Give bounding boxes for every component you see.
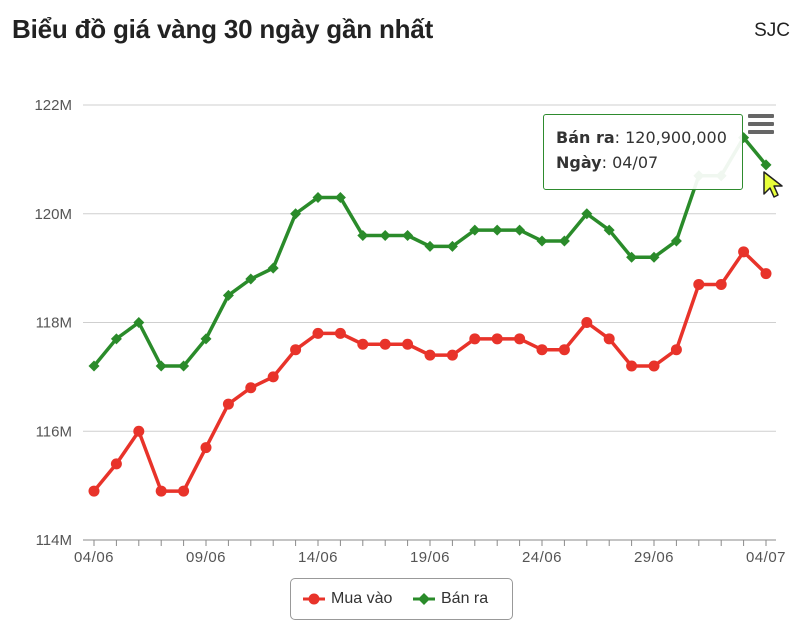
tooltip-value-row: Bán ra: 120,900,000: [556, 128, 727, 147]
legend-label-ban-ra: Bán ra: [441, 590, 489, 607]
data-point: [536, 344, 548, 356]
legend-label-mua-vao: Mua vào: [331, 590, 393, 607]
data-point: [581, 317, 593, 328]
data-point: [222, 398, 234, 410]
tooltip-value: 120,900,000: [625, 128, 727, 147]
data-point: [491, 333, 503, 345]
legend-circle-marker-icon: [303, 593, 325, 605]
data-point: [133, 317, 145, 328]
tooltip-date-row: Ngày: 04/07: [556, 153, 659, 172]
data-point: [760, 268, 772, 280]
data-point: [738, 246, 750, 258]
data-point: [334, 327, 346, 339]
data-point: [626, 360, 638, 372]
data-point: [178, 485, 190, 497]
data-tooltip: Bán ra: 120,900,000 Ngày: 04/07: [543, 114, 743, 190]
data-point: [312, 191, 324, 203]
x-tick-label: 24/06: [522, 549, 562, 566]
data-point: [402, 230, 414, 241]
x-tick-label: 09/06: [186, 549, 226, 566]
y-tick-label: 120M: [34, 206, 72, 223]
data-point: [222, 289, 234, 301]
data-point: [245, 273, 257, 285]
tooltip-date-label: Ngày: [556, 153, 602, 172]
data-point: [200, 333, 212, 345]
data-point: [760, 159, 772, 171]
data-point: [648, 251, 660, 263]
x-tick-label: 14/06: [298, 549, 338, 566]
data-point: [670, 344, 682, 356]
data-point: [402, 338, 414, 350]
x-axis: 04/06 09/06 14/06 19/06 24/06 29/06 04/07: [74, 540, 786, 566]
data-point: [491, 224, 503, 236]
data-point: [558, 344, 570, 356]
data-point: [290, 344, 302, 356]
data-point: [648, 360, 660, 372]
data-point: [88, 485, 100, 497]
data-point: [267, 371, 279, 383]
data-point: [424, 240, 436, 252]
data-point: [558, 235, 570, 247]
data-point: [379, 338, 391, 350]
tooltip-series-label: Bán ra: [556, 128, 615, 147]
data-point: [178, 360, 190, 372]
data-point: [357, 230, 369, 241]
chart-legend: Mua vào Bán ra: [290, 578, 513, 620]
data-point: [536, 235, 548, 247]
mouse-cursor-icon: [763, 171, 783, 198]
data-point: [110, 458, 122, 470]
y-tick-label: 122M: [34, 97, 72, 114]
data-point: [469, 333, 481, 345]
y-tick-label: 116M: [36, 423, 72, 440]
data-point: [245, 382, 257, 394]
data-point: [312, 327, 324, 339]
data-point: [334, 191, 346, 203]
chart-title: Biểu đồ giá vàng 30 ngày gần nhất: [12, 14, 434, 44]
x-tick-label: 19/06: [410, 549, 450, 566]
data-point: [603, 224, 615, 236]
data-point: [446, 240, 458, 252]
x-tick-label: 29/06: [634, 549, 674, 566]
data-point: [626, 251, 638, 263]
data-point: [379, 230, 391, 241]
data-point: [715, 278, 727, 290]
legend-item-ban-ra[interactable]: Bán ra: [413, 579, 488, 619]
data-point: [110, 333, 122, 345]
data-point: [88, 360, 100, 372]
data-point: [446, 349, 458, 361]
data-point: [155, 360, 167, 372]
data-point: [469, 224, 481, 236]
data-point: [357, 338, 369, 350]
legend-item-mua-vao[interactable]: Mua vào: [303, 579, 392, 619]
x-tick-label: 04/07: [746, 549, 786, 566]
chart-menu-icon[interactable]: [748, 114, 774, 134]
data-point: [267, 262, 279, 274]
y-axis-ticks: 114M 116M 118M 120M 122M: [34, 97, 72, 549]
legend-diamond-marker-icon: [413, 593, 435, 605]
data-point: [514, 224, 526, 236]
data-point: [670, 235, 682, 247]
data-point: [581, 208, 593, 220]
data-point: [693, 278, 705, 290]
brand-label: SJC: [754, 20, 790, 41]
data-point: [155, 485, 167, 497]
x-tick-label: 04/06: [74, 549, 114, 566]
data-point: [133, 425, 145, 437]
data-point: [514, 333, 526, 345]
data-point: [290, 208, 302, 220]
y-tick-label: 118M: [36, 315, 72, 332]
series-line: [92, 250, 768, 493]
y-tick-label: 114M: [36, 532, 72, 549]
tooltip-date: 04/07: [612, 153, 659, 172]
data-point: [603, 333, 615, 345]
data-point: [424, 349, 436, 361]
data-point: [200, 442, 212, 454]
